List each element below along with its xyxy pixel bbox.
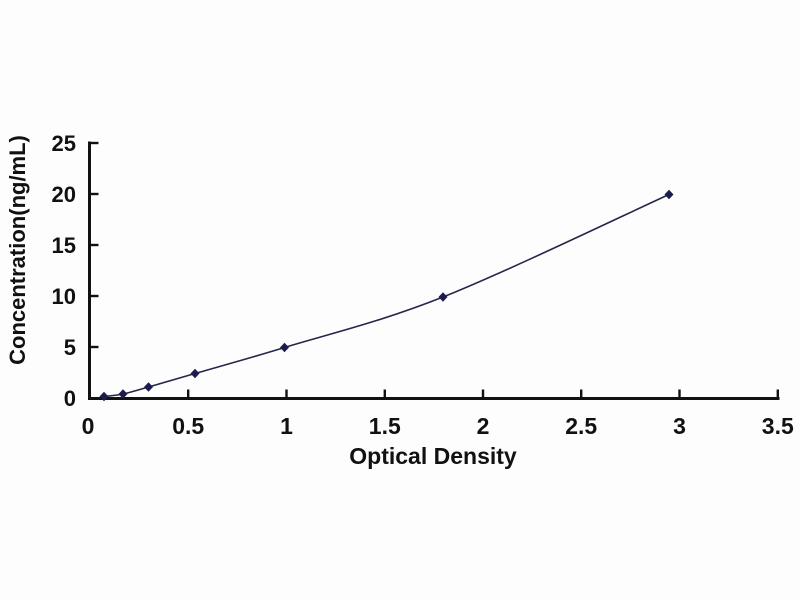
svg-text:20: 20 (52, 182, 76, 207)
svg-text:1: 1 (280, 413, 293, 439)
svg-text:Concentration(ng/mL): Concentration(ng/mL) (5, 135, 30, 365)
svg-text:15: 15 (52, 233, 76, 258)
svg-text:0: 0 (82, 413, 95, 439)
svg-text:Optical Density: Optical Density (349, 443, 517, 469)
svg-text:3: 3 (673, 413, 686, 439)
svg-text:5: 5 (64, 335, 76, 360)
svg-text:2: 2 (477, 413, 490, 439)
svg-text:3.5: 3.5 (762, 413, 794, 439)
svg-text:10: 10 (52, 284, 76, 309)
svg-text:0.5: 0.5 (172, 413, 204, 439)
svg-text:0: 0 (64, 386, 76, 411)
svg-text:1.5: 1.5 (369, 413, 401, 439)
svg-text:2.5: 2.5 (565, 413, 597, 439)
svg-text:25: 25 (52, 131, 76, 156)
